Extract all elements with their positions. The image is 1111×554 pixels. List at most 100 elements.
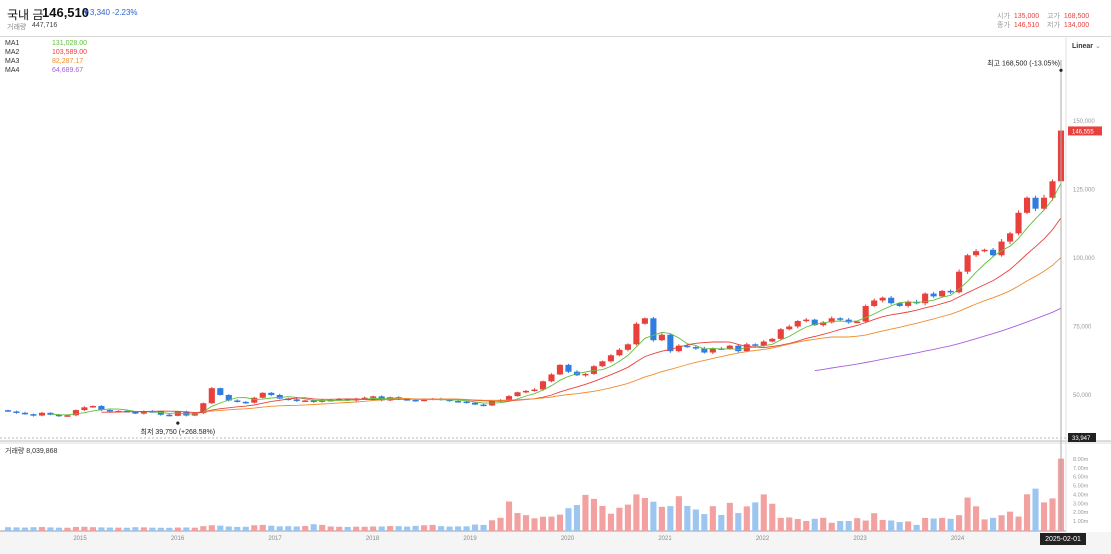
candle <box>217 388 224 395</box>
volume-bar <box>650 501 657 531</box>
volume-bar <box>285 526 292 531</box>
volume-bar <box>573 505 581 531</box>
candle <box>811 319 818 326</box>
candle <box>81 407 88 411</box>
candle <box>735 345 742 352</box>
volume-bar <box>641 497 648 531</box>
candle <box>361 397 368 400</box>
volume-bar <box>658 506 665 531</box>
y-tick-label: 75,000 <box>1073 325 1092 331</box>
candle <box>514 392 521 397</box>
candle <box>803 319 810 322</box>
volume-bar <box>905 521 912 531</box>
candle <box>55 414 63 417</box>
x-tick-label: 2017 <box>268 536 282 542</box>
candle <box>531 389 538 392</box>
volume-tick-label: 7.00m <box>1073 466 1089 472</box>
volume-bar <box>752 502 759 531</box>
candle <box>675 345 682 352</box>
candle <box>556 364 564 375</box>
volume-bar <box>438 526 445 531</box>
volume-bar <box>726 502 733 531</box>
crosshair-price-tag-text: 33,947 <box>1072 436 1091 442</box>
volume-bar <box>947 518 954 531</box>
candle <box>106 410 113 412</box>
candle <box>64 415 71 417</box>
volume-bar <box>777 517 784 531</box>
candle <box>421 399 428 402</box>
volume-bar <box>769 503 776 531</box>
low-annotation: 최저 39,750 (+268.58%) <box>141 427 216 436</box>
volume-bar <box>140 527 147 531</box>
candle <box>939 290 946 297</box>
volume-bar <box>760 494 767 531</box>
volume-label: 거래량 <box>7 24 27 31</box>
candle <box>905 301 912 306</box>
candle <box>446 399 453 402</box>
volume-bar <box>421 525 428 531</box>
volume-bar <box>471 524 479 531</box>
volume-bar <box>820 517 827 531</box>
x-tick-label: 2016 <box>171 536 185 542</box>
volume-bar <box>837 521 844 531</box>
candle <box>692 347 699 349</box>
volume-bar <box>480 524 487 531</box>
candle <box>276 395 283 399</box>
candle <box>412 399 419 402</box>
volume-bar <box>497 517 504 531</box>
candle <box>13 411 20 413</box>
volume-bar <box>607 513 614 531</box>
volume-bar <box>1006 511 1014 531</box>
candle <box>463 401 470 404</box>
volume-bar <box>276 526 283 531</box>
volume-bar <box>183 527 190 531</box>
scale-selector[interactable]: Linear ⌄ <box>1072 43 1101 50</box>
candle <box>964 255 971 272</box>
volume-value: 447,716 <box>32 22 58 29</box>
candle <box>30 414 37 416</box>
candle <box>794 321 801 327</box>
volume-bar <box>539 516 547 531</box>
candle <box>956 271 963 293</box>
candle <box>616 349 623 356</box>
volume-bar <box>548 516 555 531</box>
high-marker <box>1059 68 1063 72</box>
volume-bar <box>310 524 317 531</box>
candle <box>650 318 657 341</box>
candle <box>302 400 309 402</box>
volume-tick-label: 2.00m <box>1073 510 1089 516</box>
volume-bar <box>590 498 598 531</box>
volume-bar <box>803 521 810 531</box>
y-tick-label: 100,000 <box>1073 256 1095 262</box>
candle <box>208 388 215 404</box>
candle <box>1032 197 1039 209</box>
volume-bar <box>939 517 946 531</box>
volume-bar <box>38 527 46 531</box>
y-tick-label: 150,000 <box>1073 119 1095 125</box>
x-tick-label: 2015 <box>73 536 87 542</box>
volume-bar <box>208 525 215 531</box>
x-tick-label: 2021 <box>658 536 672 542</box>
candle <box>548 374 555 382</box>
volume-bar <box>344 526 351 531</box>
volume-bar <box>522 515 530 531</box>
candle <box>166 414 173 417</box>
volume-bar <box>922 517 929 531</box>
candle <box>879 297 886 301</box>
volume-bar <box>794 519 801 531</box>
volume-bar <box>293 526 300 531</box>
date-tag-text: 2025-02-01 <box>1045 536 1081 543</box>
volume-bar <box>106 527 113 531</box>
candle <box>828 318 835 323</box>
volume-bar <box>888 520 895 531</box>
volume-bar <box>115 527 122 531</box>
volume-bar <box>4 527 12 531</box>
volume-bar <box>30 527 37 531</box>
volume-bar <box>387 526 394 531</box>
volume-bar <box>217 525 224 531</box>
volume-bar <box>200 526 207 531</box>
price-change: ▼3,340 -2.23% <box>82 8 138 17</box>
volume-bar <box>556 514 564 531</box>
volume-bar <box>488 520 496 531</box>
